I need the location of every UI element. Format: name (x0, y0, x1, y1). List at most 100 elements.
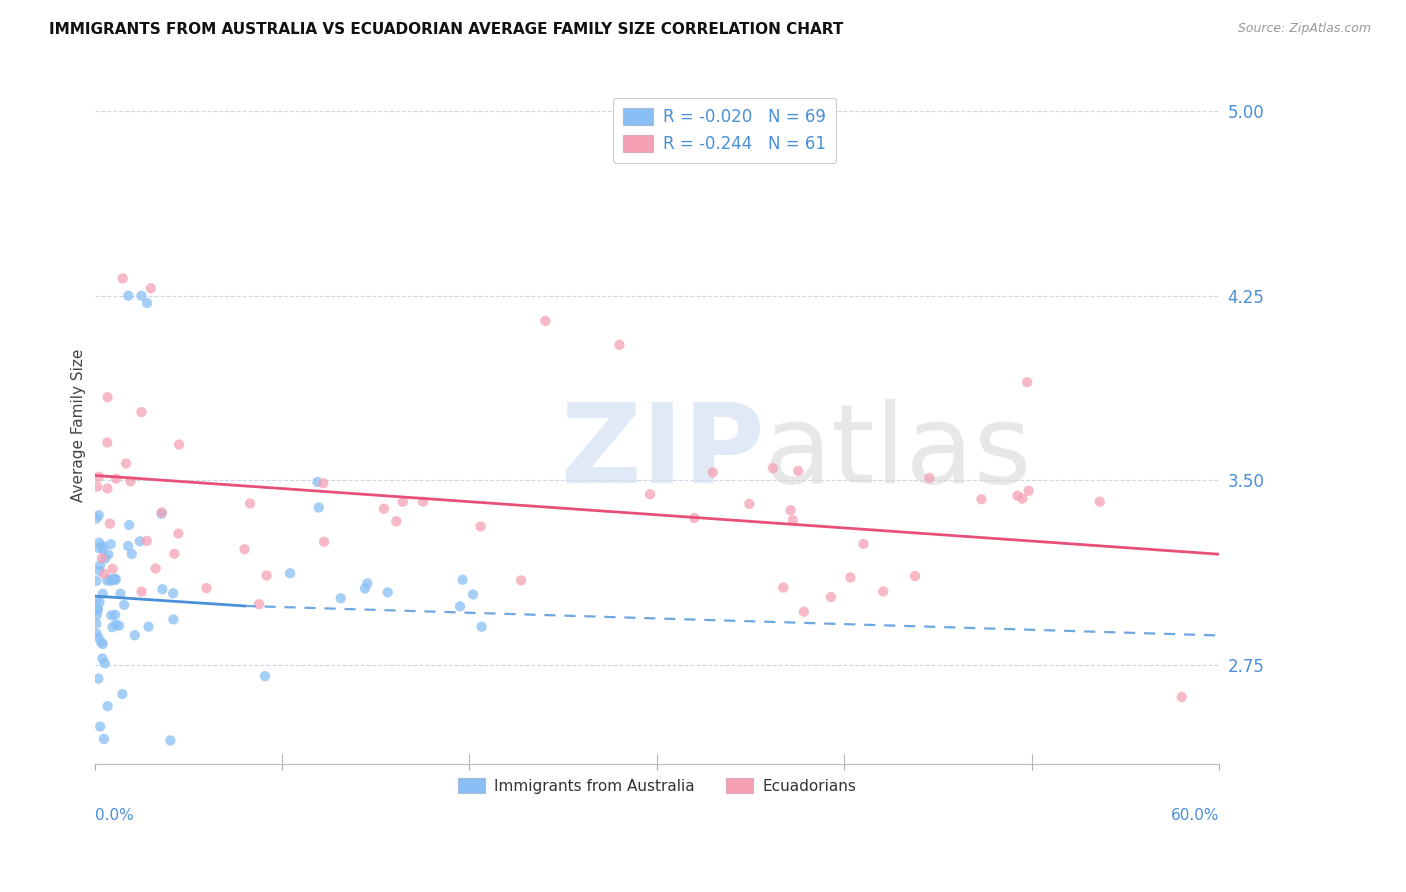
Point (136, 296, 159, 310)
Point (87, 601, 110, 615)
Y-axis label: Average Family Size: Average Family Size (72, 348, 86, 501)
Point (121, 547, 143, 561)
Legend: Immigrants from Australia, Ecuadorians: Immigrants from Australia, Ecuadorians (451, 772, 862, 800)
Point (87, 469, 110, 483)
Point (820, 590, 842, 604)
Point (124, 628, 146, 642)
Point (91, 587, 114, 601)
Text: IMMIGRANTS FROM AUSTRALIA VS ECUADORIAN AVERAGE FAMILY SIZE CORRELATION CHART: IMMIGRANTS FROM AUSTRALIA VS ECUADORIAN … (49, 22, 844, 37)
Point (162, 586, 184, 600)
Point (89, 558, 111, 573)
Point (97, 699, 120, 714)
Point (839, 570, 862, 584)
Point (253, 669, 276, 683)
Point (852, 537, 875, 551)
Text: 0.0%: 0.0% (94, 808, 134, 822)
Point (89, 720, 111, 734)
Point (1171, 690, 1194, 704)
Point (86, 626, 108, 640)
Point (145, 561, 167, 575)
Point (86, 574, 108, 588)
Point (150, 506, 173, 520)
Point (120, 475, 142, 489)
Point (762, 461, 785, 475)
Point (86, 603, 108, 617)
Point (117, 288, 139, 302)
Point (104, 572, 127, 586)
Point (131, 584, 153, 599)
Point (93, 566, 115, 581)
Point (101, 562, 124, 576)
Point (312, 476, 335, 491)
Text: ZIP: ZIP (561, 399, 765, 506)
Point (94, 551, 117, 566)
Point (377, 585, 399, 599)
Point (385, 514, 408, 528)
Point (138, 619, 160, 633)
Point (90, 635, 112, 649)
Point (104, 573, 127, 587)
Point (1017, 376, 1039, 390)
Point (787, 464, 810, 478)
Point (167, 526, 190, 541)
Point (87, 508, 110, 523)
Point (150, 507, 173, 521)
Point (356, 576, 378, 591)
Point (108, 618, 131, 632)
Point (135, 533, 157, 548)
Point (1018, 483, 1040, 498)
Point (150, 582, 173, 597)
Point (86, 479, 108, 493)
Point (101, 620, 124, 634)
Point (104, 607, 127, 622)
Point (1088, 494, 1111, 508)
Point (451, 573, 474, 587)
Point (195, 581, 218, 595)
Point (412, 494, 434, 508)
Point (94, 657, 117, 671)
Point (534, 314, 557, 328)
Point (86, 593, 108, 607)
Point (970, 492, 993, 507)
Point (772, 581, 794, 595)
Point (89, 595, 111, 609)
Point (115, 457, 138, 471)
Point (91, 651, 114, 665)
Point (96, 435, 118, 450)
Point (86, 511, 108, 525)
Point (779, 503, 801, 517)
Point (239, 496, 262, 510)
Text: 60.0%: 60.0% (1171, 808, 1219, 822)
Point (91, 539, 114, 553)
Point (872, 584, 894, 599)
Point (470, 519, 492, 533)
Point (91, 541, 114, 556)
Point (510, 574, 533, 588)
Point (91, 637, 114, 651)
Point (98, 516, 121, 531)
Point (738, 497, 761, 511)
Point (100, 574, 122, 588)
Point (793, 605, 815, 619)
Point (100, 608, 122, 623)
Point (111, 271, 134, 285)
Point (104, 572, 127, 586)
Point (118, 518, 141, 533)
Point (105, 472, 128, 486)
Point (683, 511, 706, 525)
Point (87, 672, 110, 686)
Point (117, 539, 139, 553)
Point (104, 617, 127, 632)
Point (373, 501, 395, 516)
Point (98, 572, 121, 586)
Point (90, 551, 112, 566)
Point (96, 482, 118, 496)
Point (167, 437, 190, 451)
Point (1007, 489, 1029, 503)
Text: atlas: atlas (763, 399, 1032, 506)
Point (233, 542, 256, 557)
Point (391, 495, 413, 509)
Point (97, 548, 120, 562)
Point (918, 471, 941, 485)
Point (131, 288, 153, 302)
